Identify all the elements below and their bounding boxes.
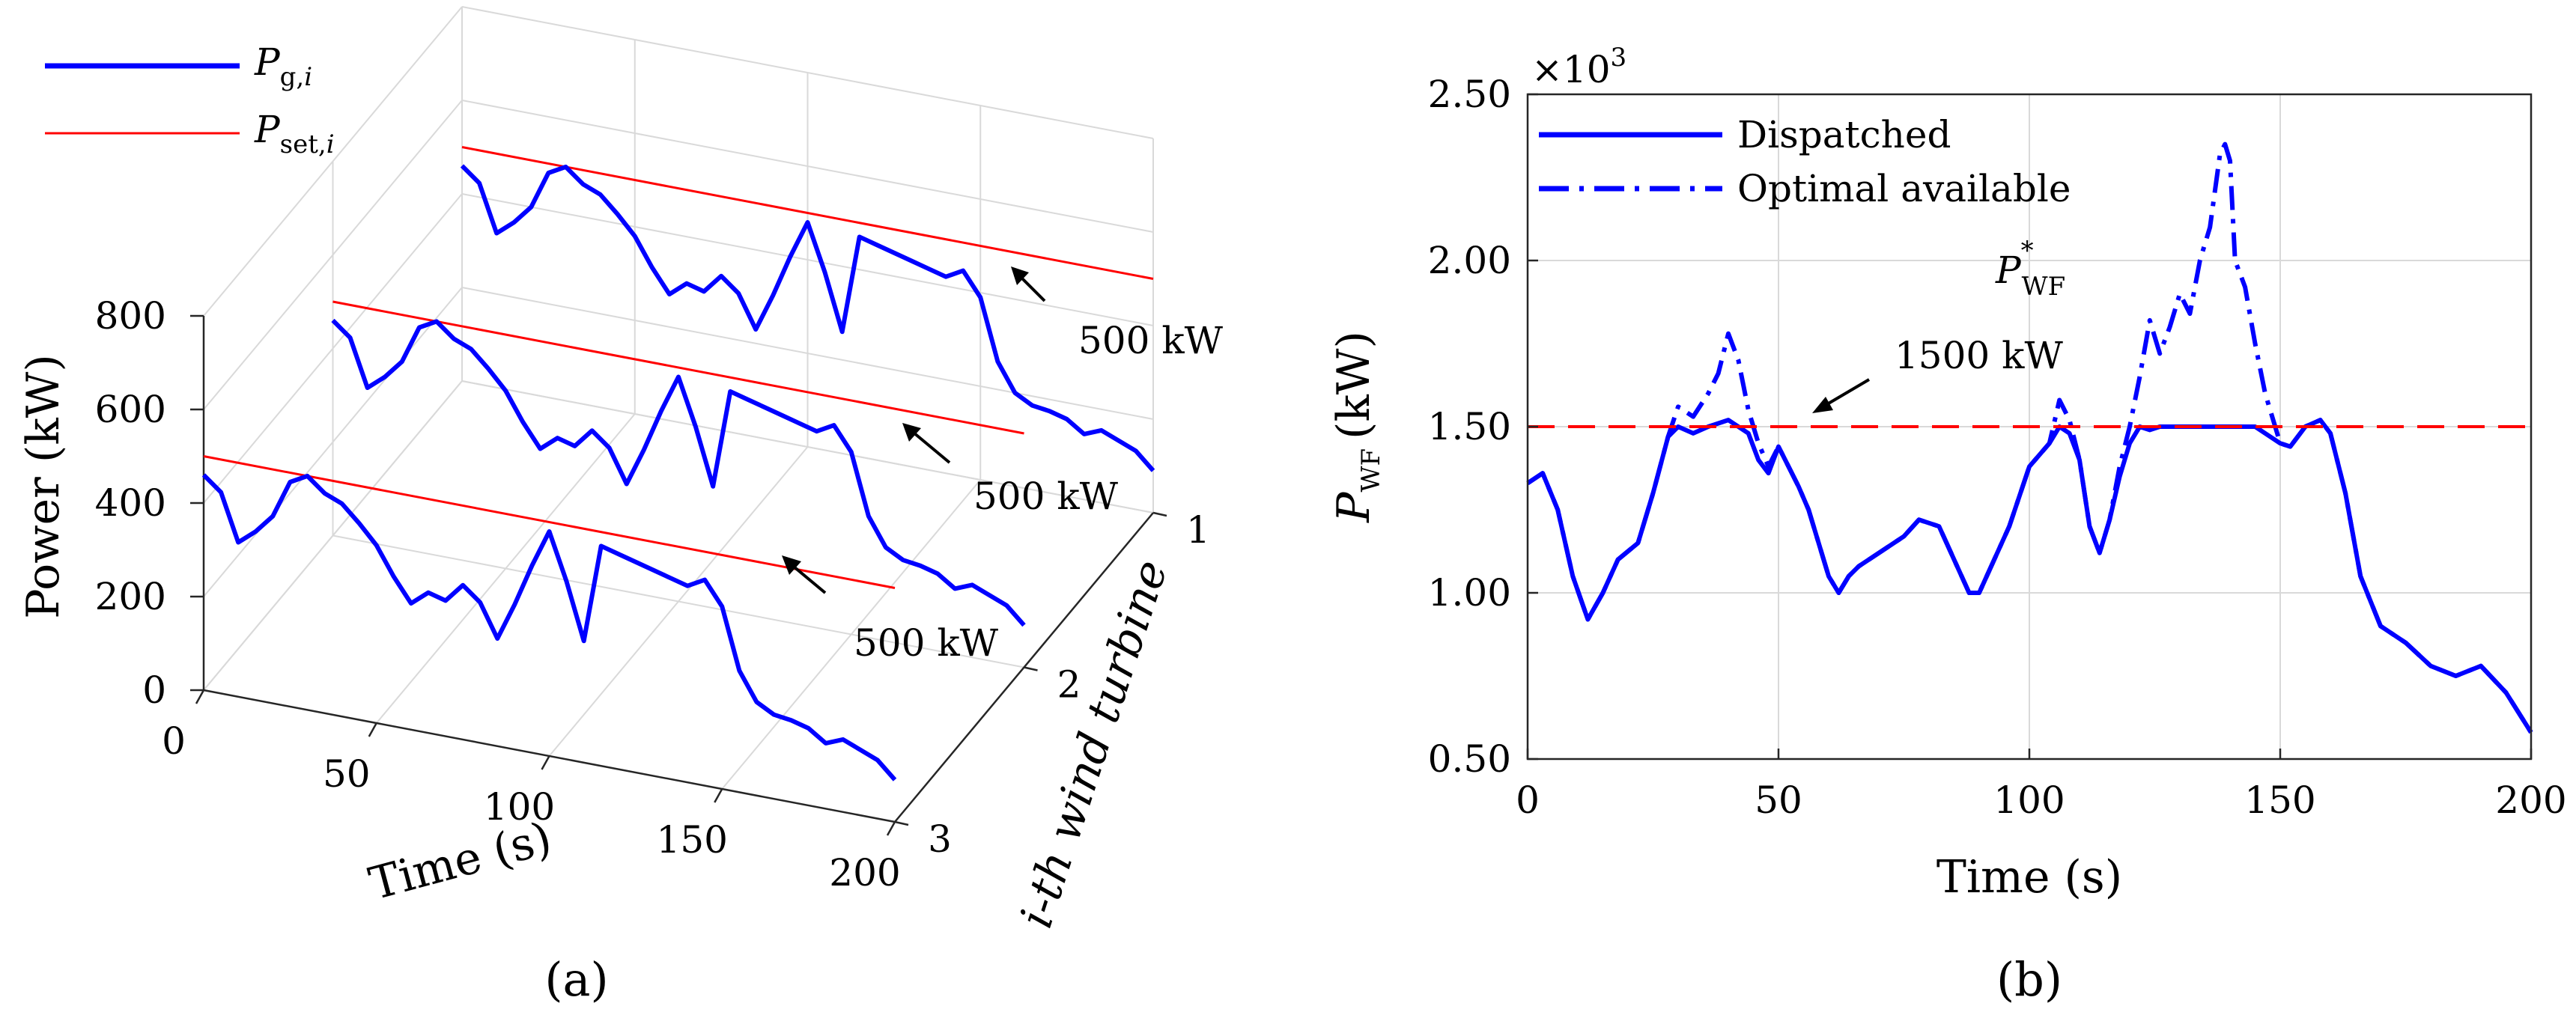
a-grid-line xyxy=(461,193,1154,326)
a-annotation-1: 500 kW xyxy=(1078,319,1224,362)
b-x-tick-label: 200 xyxy=(2495,778,2566,822)
a-z-tick-label: 2 xyxy=(1057,663,1081,707)
panel-b-chart: 0 50 100 150 200 0.50 1.00 1.50 2.00 2.50 ×103 Di… xyxy=(1328,43,2567,1007)
a-x-tick-label: 200 xyxy=(829,851,900,895)
b-series-group xyxy=(1526,141,2533,734)
a-y-axis-label: Power (kW) xyxy=(17,354,70,619)
a-pg-line-turbine-1 xyxy=(460,164,1155,472)
b-tick-labels: 0 50 100 150 200 0.50 1.00 1.50 2.00 2.50 xyxy=(1428,73,2567,822)
a-tick-labels: 0 200 400 600 800 0 50 100 150 200 1 2 3 xyxy=(95,294,1210,895)
b-exponent-label: ×103 xyxy=(1531,43,1626,91)
a-grid-line xyxy=(461,287,1154,420)
a-legend-pg-label: Pg,i xyxy=(254,40,312,92)
a-3d-axes xyxy=(190,314,1167,836)
a-3d-grid xyxy=(203,6,1154,823)
b-annotation-1500kw: 1500 kW xyxy=(1895,334,2063,377)
a-annotation-3: 500 kW xyxy=(854,621,999,665)
a-setpoint-line-turbine-3 xyxy=(203,455,896,589)
a-arrow-3 xyxy=(792,565,827,594)
a-turbine-tick xyxy=(1024,666,1038,671)
a-annotation-turbine-2: 500 kW xyxy=(902,423,1119,518)
a-grid-line xyxy=(461,6,1154,139)
b-legend: Dispatched Optimal available xyxy=(1539,113,2071,210)
a-turbine-tick xyxy=(1152,511,1167,517)
b-annotation-arrow xyxy=(1826,378,1871,406)
b-x-tick-label: 150 xyxy=(2244,778,2315,822)
b-y-tick-label: 0.50 xyxy=(1428,737,1511,781)
a-legend: Pg,i Pset,i xyxy=(45,40,335,159)
a-annotation-2: 500 kW xyxy=(973,475,1119,518)
b-x-axis-label: Time (s) xyxy=(1936,851,2122,903)
b-y-tick-label: 2.00 xyxy=(1428,239,1511,282)
a-z-tick-label: 3 xyxy=(928,817,952,861)
a-time-tick xyxy=(541,755,550,770)
a-time-tick xyxy=(368,722,377,737)
a-grid-line xyxy=(461,380,1154,513)
a-y-tick-label: 400 xyxy=(95,481,166,525)
a-time-tick xyxy=(714,788,723,803)
a-setpoint-line-turbine-2 xyxy=(332,300,1024,435)
b-x-tick-label: 0 xyxy=(1516,778,1540,822)
a-time-tick xyxy=(886,821,896,836)
a-pg-line-turbine-3 xyxy=(201,473,897,781)
b-legend-optimal-label: Optimal available xyxy=(1737,167,2071,210)
a-y-tick-label: 800 xyxy=(95,294,166,338)
a-y-tick-label: 200 xyxy=(95,575,166,618)
a-arrow-2-head xyxy=(902,423,921,442)
b-y-axis-label: PWF(kW) xyxy=(1328,331,1386,523)
b-legend-dispatched-label: Dispatched xyxy=(1737,113,1951,156)
a-x-tick-label: 100 xyxy=(484,785,555,829)
a-y-tick-label: 600 xyxy=(95,388,166,431)
a-arrow-3-head xyxy=(782,555,801,575)
b-panel-label: (b) xyxy=(1996,952,2062,1007)
a-x-axis-label: Time (s) xyxy=(364,812,557,911)
b-annotation-arrow-head xyxy=(1812,397,1833,413)
a-x-tick-label: 0 xyxy=(162,719,186,763)
a-grid-line xyxy=(332,534,1024,668)
a-arrow-1 xyxy=(1021,277,1046,302)
a-panel-label: (a) xyxy=(544,952,608,1007)
a-annotation-turbine-1: 500 kW xyxy=(1011,266,1224,362)
a-series-group xyxy=(201,146,1155,781)
a-turbine-tick xyxy=(894,820,909,826)
a-x-tick-label: 50 xyxy=(323,752,371,796)
a-arrow-2 xyxy=(912,431,951,464)
a-y-tick-label: 0 xyxy=(142,668,166,712)
a-z-axis-label: i-th wind turbine xyxy=(1010,554,1179,934)
a-pg-line-turbine-2 xyxy=(331,318,1026,627)
b-x-tick-label: 50 xyxy=(1755,778,1802,822)
b-x-tick-label: 100 xyxy=(1993,778,2065,822)
a-grid-line xyxy=(461,100,1154,233)
a-time-tick xyxy=(195,689,205,704)
a-setpoint-line-turbine-1 xyxy=(461,146,1154,280)
b-pwf-star-label: P* WF xyxy=(1995,236,2065,302)
a-x-tick-label: 150 xyxy=(657,818,728,862)
b-y-tick-label: 1.50 xyxy=(1428,405,1511,448)
a-annotation-turbine-3: 500 kW xyxy=(782,555,999,665)
b-y-tick-label: 1.00 xyxy=(1428,571,1511,615)
a-arrow-1-head xyxy=(1011,266,1029,285)
a-z-tick-label: 1 xyxy=(1186,508,1210,552)
b-y-tick-label: 2.50 xyxy=(1428,73,1511,116)
a-legend-pset-label: Pset,i xyxy=(254,108,335,159)
